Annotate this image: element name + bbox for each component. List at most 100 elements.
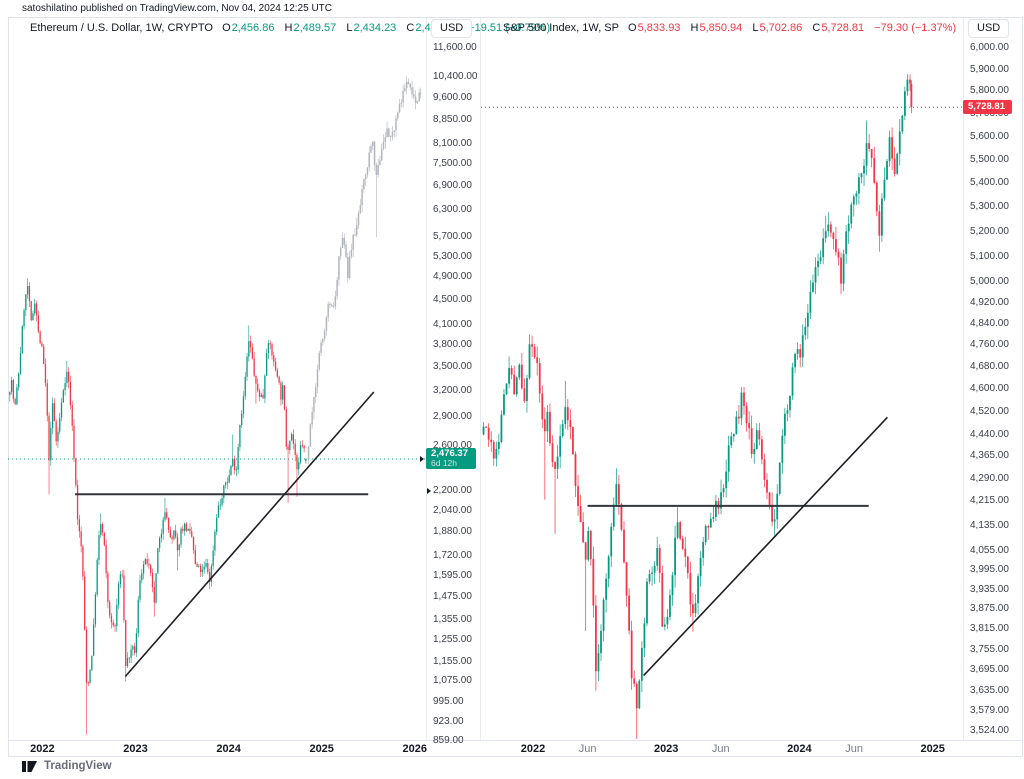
price-tick-label: 4,440.00 — [970, 428, 1009, 440]
time-tick-label: 2026 — [402, 743, 428, 755]
time-scale[interactable] — [8, 741, 1023, 757]
time-tick-label: Jun — [578, 743, 597, 755]
eth-change-value: +19.51 (+0.79%) — [468, 22, 551, 34]
price-tick-label: 2,200.00 — [433, 484, 472, 496]
price-tick-label: 4,215.00 — [970, 495, 1009, 507]
price-tick-label: 2,040.00 — [433, 504, 472, 516]
price-tick-label: 5,300.00 — [970, 201, 1009, 213]
price-tick-label: 7,500.00 — [433, 158, 472, 169]
price-tick-label: 3,815.00 — [970, 623, 1009, 635]
price-tick-label: 3,800.00 — [433, 339, 472, 350]
eth-bar-countdown: 6d 12h — [431, 458, 457, 468]
price-tick-label: 4,055.00 — [970, 545, 1009, 556]
price-marker-arrow-icon — [427, 487, 431, 494]
price-tick-label: 4,900.00 — [433, 271, 472, 283]
spx-currency-button[interactable]: USD — [968, 19, 1010, 38]
price-tick-label: 3,200.00 — [433, 384, 472, 396]
price-tick-label: 6,900.00 — [433, 180, 472, 192]
spx-chart-plot-area[interactable] — [481, 17, 962, 740]
time-tick-label: 2022 — [520, 743, 546, 755]
price-tick-label: 1,355.00 — [433, 613, 472, 625]
price-tick-label: 995.00 — [433, 695, 464, 707]
price-tick-label: 3,524.00 — [970, 725, 1009, 737]
price-tick-label: 3,755.00 — [970, 643, 1009, 655]
spx-open-value: 5,833.93 — [637, 22, 681, 34]
spx-symbol-title: S&P 500 Index, 1W, SP — [503, 22, 619, 34]
eth-open-value: 2,456.86 — [231, 22, 275, 34]
price-tick-label: 6,000.00 — [970, 41, 1009, 53]
price-tick-label: 4,100.00 — [433, 318, 472, 330]
eth-symbol-title: Ethereum / U.S. Dollar, 1W, CRYPTO — [30, 22, 213, 34]
time-tick-label: 2023 — [653, 743, 679, 755]
eth-last-price-value: 2,476.37 — [431, 448, 468, 459]
price-tick-label: 3,875.00 — [970, 603, 1009, 615]
price-tick-label: 5,200.00 — [970, 225, 1009, 237]
price-tick-label: 4,520.00 — [970, 405, 1009, 417]
price-tick-label: 2,900.00 — [433, 411, 472, 422]
price-tick-label: 4,600.00 — [970, 383, 1009, 395]
price-tick-label: 5,900.00 — [970, 63, 1009, 75]
time-tick-label: 2023 — [123, 743, 148, 755]
spx-last-price-value: 5,728.81 — [968, 101, 1005, 113]
price-tick-label: 8,850.00 — [433, 114, 472, 125]
price-tick-label: 6,300.00 — [433, 204, 472, 216]
price-tick-label: 5,100.00 — [970, 250, 1009, 262]
price-tick-label: 3,635.00 — [970, 685, 1009, 697]
price-tick-label: 4,365.00 — [970, 450, 1009, 462]
tradingview-logo-icon — [22, 761, 37, 772]
eth-last-price-tag: 2,476.37 6d 12h — [426, 448, 476, 469]
tradingview-brand-text: TradingView — [44, 760, 112, 772]
spx-chart-legend: S&P 500 Index, 1W, SP O5,833.93 H5,850.9… — [503, 22, 957, 34]
time-tick-label: 2022 — [30, 743, 55, 755]
time-tick-label: 2024 — [787, 743, 812, 755]
price-tick-label: 1,075.00 — [433, 675, 472, 687]
price-tick-label: 1,255.00 — [433, 634, 472, 645]
price-tick-label: 1,880.00 — [433, 526, 472, 538]
eth-high-value: 2,489.57 — [293, 22, 337, 34]
spx-close-value: 5,728.81 — [821, 22, 865, 34]
price-tick-label: 4,680.00 — [970, 360, 1009, 372]
price-tick-label: 5,300.00 — [433, 250, 472, 262]
tradingview-attribution[interactable]: TradingView — [22, 759, 112, 773]
price-tick-label: 3,695.00 — [970, 664, 1009, 676]
price-tick-label: 3,579.00 — [970, 705, 1009, 717]
price-tick-label: 3,935.00 — [970, 583, 1009, 595]
price-tick-label: 1,595.00 — [433, 570, 472, 582]
price-tick-label: 5,600.00 — [970, 130, 1009, 142]
price-tick-label: 5,000.00 — [970, 276, 1009, 287]
price-tick-label: 1,720.00 — [433, 550, 472, 562]
price-tick-label: 5,700.00 — [433, 231, 472, 243]
price-tick-label: 923.00 — [433, 715, 464, 727]
spx-change-value: −79.30 (−1.37%) — [874, 22, 957, 34]
time-tick-label: 2025 — [309, 743, 334, 755]
price-tick-label: 4,290.00 — [970, 472, 1009, 484]
eth-low-value: 2,434.23 — [353, 22, 397, 34]
price-tick-label: 859.00 — [433, 734, 464, 746]
time-tick-label: 2025 — [920, 743, 945, 755]
price-tick-label: 10,400.00 — [433, 71, 478, 82]
time-tick-label: Jun — [845, 743, 863, 755]
price-tick-label: 2,600.00 — [433, 440, 472, 452]
eth-chart-plot-area[interactable] — [8, 17, 426, 740]
panel-divider — [480, 18, 481, 740]
spx-last-price-tag: 5,728.81 — [963, 100, 1012, 115]
spx-high-value: 5,850.94 — [699, 22, 743, 34]
price-tick-label: 5,400.00 — [970, 177, 1009, 189]
price-tick-label: 11,600.00 — [433, 41, 477, 53]
chart-frame — [8, 17, 1023, 757]
price-tick-label: 4,135.00 — [970, 519, 1009, 531]
price-tick-label: 5,800.00 — [970, 85, 1009, 97]
right-price-axis-border — [963, 18, 964, 740]
time-tick-label: Jun — [711, 743, 730, 755]
price-marker-arrow-icon — [420, 456, 424, 462]
price-tick-label: 1,155.00 — [433, 656, 472, 668]
left-price-axis-border — [426, 18, 427, 740]
price-tick-label: 5,500.00 — [970, 153, 1009, 165]
price-tick-label: 4,500.00 — [433, 294, 472, 305]
time-tick-label: 2024 — [216, 743, 241, 755]
eth-price-scale[interactable] — [427, 17, 480, 740]
price-tick-label: 1,475.00 — [433, 591, 472, 602]
eth-currency-button[interactable]: USD — [431, 19, 473, 38]
price-tick-label: 8,100.00 — [433, 137, 472, 149]
